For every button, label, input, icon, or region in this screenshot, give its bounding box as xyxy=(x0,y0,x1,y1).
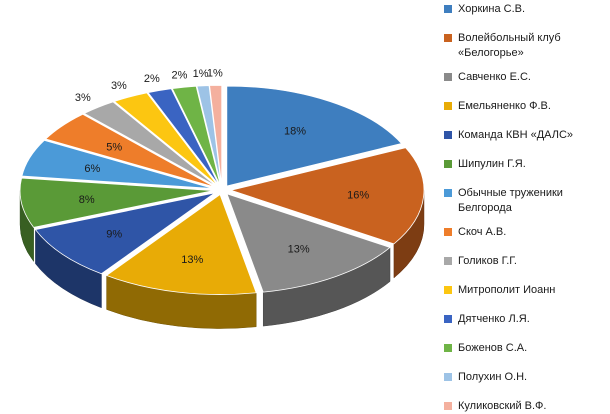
legend-swatch xyxy=(444,189,452,197)
legend-swatch xyxy=(444,5,452,13)
legend-swatch xyxy=(444,160,452,168)
pie-slice-8 xyxy=(83,101,217,187)
legend-swatch xyxy=(444,402,452,410)
pie-slice-0 xyxy=(226,85,403,187)
legend-label: Команда КВН «ДАЛС» xyxy=(458,129,574,141)
legend-item: Емельяненко Ф.В. xyxy=(444,99,608,114)
legend-item: Савченко Е.С. xyxy=(444,70,608,85)
legend-swatch xyxy=(444,315,452,323)
legend-label: Скоч А.В. xyxy=(458,226,507,238)
pie-slice-1 xyxy=(229,147,425,245)
legend: Хоркина С.В. Волейбольный клуб «Белогорье… xyxy=(444,0,610,412)
pie-slice-9 xyxy=(113,92,219,187)
legend-label: Емельяненко Ф.В. xyxy=(458,100,551,112)
pie-slice-7 xyxy=(44,113,216,188)
legend-swatch xyxy=(444,373,452,381)
legend-item: Хоркина С.В. xyxy=(444,2,608,17)
legend-label: Куликовский В.Ф. xyxy=(458,400,547,412)
legend-swatch xyxy=(444,34,452,42)
pie-chart: 18% 16% 13% 13% 9% 8% 6% 5% 3% 3% 2% 2% 1% 1% xyxy=(19,67,425,329)
pie-value-label-7: 5% xyxy=(106,142,122,154)
legend-label: Полухин О.Н. xyxy=(458,371,528,383)
pie-top-faces xyxy=(19,84,425,295)
pie-value-label-10: 2% xyxy=(144,73,160,85)
pie-slice-12 xyxy=(196,85,222,186)
pie-slice-10 xyxy=(147,88,220,186)
legend-swatch xyxy=(444,286,452,294)
legend-swatch xyxy=(444,73,452,81)
pie-value-label-3: 13% xyxy=(181,254,203,266)
pie-slice-11 xyxy=(171,85,221,186)
pie-value-label-11: 2% xyxy=(171,69,187,81)
legend-item: Боженов С.А. xyxy=(444,341,608,356)
legend-swatch xyxy=(444,344,452,352)
pie-chart-svg: 18% 16% 13% 13% 9% 8% 6% 5% 3% 3% 2% 2% 1%1% xyxy=(19,67,425,329)
legend-swatch xyxy=(444,257,452,265)
legend-item: Обычные труженики Белгорода xyxy=(444,186,608,216)
pie-value-label-5: 8% xyxy=(79,194,95,206)
pie-value-label-2: 13% xyxy=(288,243,310,255)
pie-side-walls xyxy=(19,190,425,329)
legend-item: Скоч А.В. xyxy=(444,225,608,240)
legend-label: Митрополит Иоанн xyxy=(458,284,556,296)
legend-item: Волейбольный клуб «Белогорье» xyxy=(444,31,608,61)
pie-value-label-6: 6% xyxy=(84,163,100,175)
legend-item: Команда КВН «ДАЛС» xyxy=(444,128,608,143)
legend-item: Шипулин Г.Я. xyxy=(444,157,608,172)
legend-label: Шипулин Г.Я. xyxy=(458,158,526,170)
legend-item: Куликовский В.Ф. xyxy=(444,399,608,414)
legend-item: Голиков Г.Г. xyxy=(444,254,608,269)
pie-value-label-1: 16% xyxy=(347,189,369,201)
legend-swatch xyxy=(444,102,452,110)
pie-value-label-13: 1% xyxy=(207,67,223,79)
pie-value-label-12: 1% xyxy=(193,68,209,80)
legend-item: Митрополит Иоанн xyxy=(444,283,608,298)
legend-swatch xyxy=(444,228,452,236)
pie-slice-5 xyxy=(19,177,214,228)
legend-label: Дятченко Л.Я. xyxy=(458,313,530,325)
legend-item: Дятченко Л.Я. xyxy=(444,312,608,327)
pie-value-labels: 18% 16% 13% 13% 9% 8% 6% 5% 3% 3% 2% 2% 1%1% xyxy=(75,67,369,266)
legend-label: Волейбольный клуб «Белогорье» xyxy=(458,32,561,59)
legend-label: Голиков Г.Г. xyxy=(458,255,517,267)
pie-value-label-8: 3% xyxy=(75,92,91,104)
pie-slice-3 xyxy=(105,193,257,295)
pie-slice-6 xyxy=(21,139,214,189)
legend-label: Савченко Е.С. xyxy=(458,71,531,83)
legend-item: Полухин О.Н. xyxy=(444,370,608,385)
legend-label: Обычные труженики Белгорода xyxy=(458,187,563,214)
pie-slice-2 xyxy=(226,193,391,293)
pie-value-label-9: 3% xyxy=(111,80,127,92)
pie-value-label-0: 18% xyxy=(284,125,306,137)
legend-label: Боженов С.А. xyxy=(458,342,528,354)
legend-swatch xyxy=(444,131,452,139)
pie-slice-13 xyxy=(209,84,223,186)
pie-slice-4 xyxy=(34,192,216,275)
legend-label: Хоркина С.В. xyxy=(458,3,526,15)
pie-value-label-4: 9% xyxy=(106,228,122,240)
